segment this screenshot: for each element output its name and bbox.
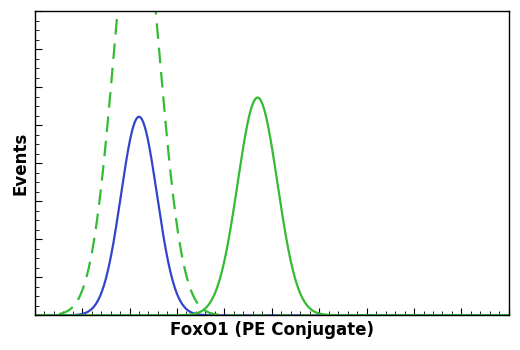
- Y-axis label: Events: Events: [11, 132, 29, 195]
- X-axis label: FoxO1 (PE Conjugate): FoxO1 (PE Conjugate): [170, 321, 374, 339]
